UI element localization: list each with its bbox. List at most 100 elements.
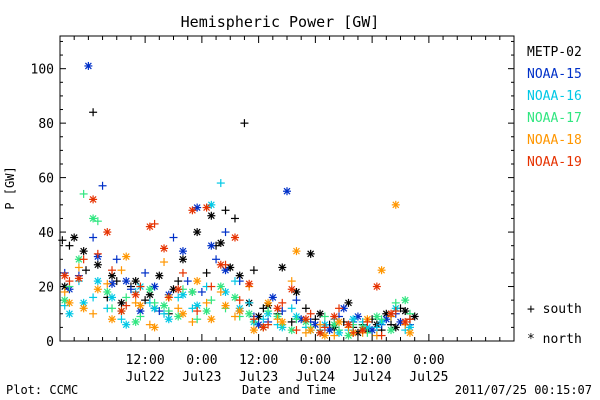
north-point-d2: [165, 315, 173, 323]
north-point: [93, 260, 102, 269]
north-point-d2: [236, 272, 244, 280]
north-point-d2: [255, 321, 263, 329]
series-legend: METP-02 NOAA-15 NOAA-16 NOAA-17 NOAA-18 NOAA-…: [527, 45, 582, 170]
south-point: [174, 304, 183, 313]
south-point: [221, 228, 230, 237]
north-point-d2: [132, 291, 140, 299]
north-point-d2: [401, 296, 409, 304]
north-point-d2: [373, 283, 381, 290]
north-point-d2: [70, 234, 78, 241]
north-point: [193, 277, 202, 286]
north-point-d2: [179, 291, 187, 299]
south-point: [316, 320, 325, 329]
north-point: [164, 315, 173, 324]
north-point-d2: [151, 323, 159, 331]
north-point: [207, 241, 216, 250]
north-point: [401, 307, 410, 316]
north-point-d2: [94, 261, 102, 269]
y-tick-label: 40: [38, 226, 54, 241]
north-point: [145, 285, 154, 294]
south-point: [216, 179, 225, 188]
north-point-d2: [345, 299, 352, 307]
x-tick-date-label: Jul22: [126, 370, 165, 385]
south-point: [112, 255, 121, 264]
north-point-d2: [368, 326, 376, 334]
north-point: [221, 266, 230, 275]
south-point: [230, 312, 239, 321]
north-point: [160, 244, 169, 253]
south-point: [202, 268, 211, 277]
north-point: [401, 317, 410, 326]
south-point: [164, 293, 173, 302]
north-point-d2: [61, 272, 69, 280]
north-point: [174, 285, 183, 294]
north-point-d2: [146, 285, 154, 293]
north-point-d2: [136, 302, 144, 310]
north-point-d2: [179, 255, 187, 263]
south-point: [287, 277, 296, 286]
north-point-d2: [80, 304, 88, 312]
south-point: [150, 298, 159, 307]
north-point-d2: [288, 285, 296, 293]
north-point-d2: [193, 302, 201, 310]
north-point-d2: [411, 313, 419, 320]
north-point: [202, 203, 211, 212]
north-point-d2: [132, 277, 140, 285]
south-point: [320, 323, 329, 332]
north-point-d2: [136, 307, 144, 315]
south-point: [74, 263, 83, 272]
north-point-d2: [188, 206, 196, 214]
plot-source: Plot: CCMC: [6, 383, 78, 397]
north-point-d2: [274, 304, 281, 312]
north-point-d2: [293, 288, 300, 296]
north-point: [188, 206, 197, 215]
north-point-d2: [103, 228, 111, 236]
south-point: [89, 108, 98, 117]
north-point-d2: [382, 315, 390, 323]
south-point: [212, 255, 221, 264]
north-point: [325, 326, 334, 335]
north-point-d2: [236, 307, 244, 315]
north-point: [84, 61, 93, 70]
south-point: [98, 181, 107, 190]
legend-item-noaa-17: NOAA-17: [527, 111, 582, 126]
x-tick-date-label: Jul23: [182, 370, 221, 385]
north-point: [178, 309, 187, 318]
north-point: [108, 293, 117, 302]
north-point-d2: [222, 302, 229, 310]
north-point: [230, 293, 239, 302]
north-point-d2: [330, 321, 338, 329]
legend-item-noaa-19: NOAA-19: [527, 155, 582, 170]
north-point: [377, 266, 386, 275]
north-point-d2: [193, 277, 201, 285]
north-point: [372, 312, 381, 321]
north-point-d2: [75, 274, 83, 282]
south-point: [89, 293, 98, 302]
south-point: [240, 119, 249, 128]
north-point: [216, 238, 225, 247]
legend-item-noaa-15: NOAA-15: [527, 67, 582, 82]
south-point: [79, 255, 88, 264]
north-point-d2: [387, 310, 395, 318]
north-point: [193, 228, 202, 237]
south-point: [245, 298, 254, 307]
south-point: [320, 312, 329, 321]
south-point: [372, 323, 381, 332]
north-point-d2: [321, 332, 329, 339]
north-point: [273, 304, 282, 313]
south-point: [82, 266, 91, 275]
north-point-d2: [94, 285, 102, 293]
south-point: [306, 309, 315, 318]
y-tick-label: 80: [38, 117, 54, 132]
south-point: [89, 233, 98, 242]
south-point: [221, 206, 230, 215]
north-point: [287, 326, 296, 335]
north-point-d2: [132, 318, 140, 326]
north-point-d2: [193, 228, 201, 236]
north-point: [93, 277, 102, 286]
south-point: [335, 326, 344, 335]
north-point-d2: [278, 318, 286, 326]
north-point-d2: [94, 277, 102, 285]
north-point: [207, 315, 216, 324]
